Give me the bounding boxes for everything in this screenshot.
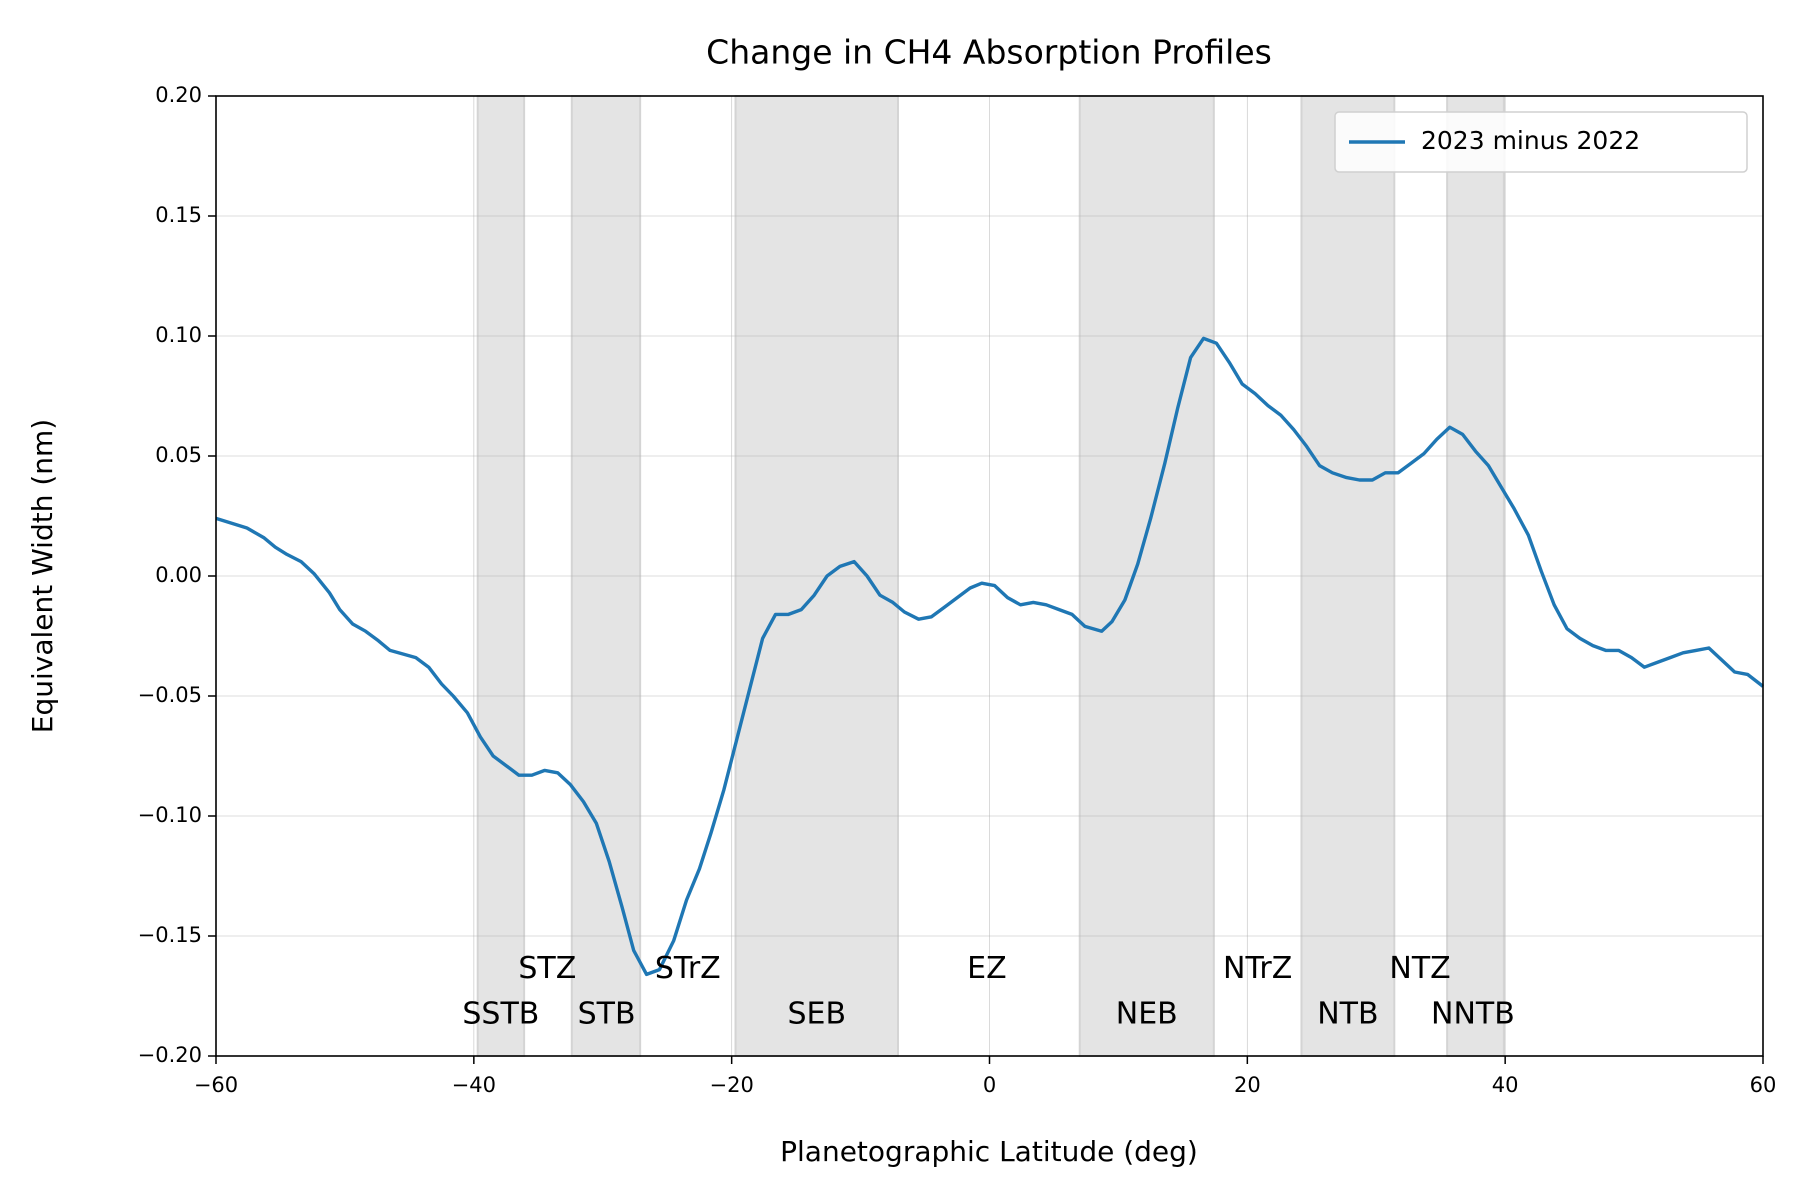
zone-label: NNTB [1431,997,1515,1032]
zone-label: SEB [787,997,846,1032]
y-tick-label: 0.00 [155,563,202,587]
y-tick-label: −0.05 [138,683,202,707]
zone-label: NTrZ [1223,951,1292,986]
y-tick-label: −0.20 [138,1043,202,1067]
zone-label: STrZ [655,951,721,986]
x-tick-label: 40 [1492,1073,1519,1097]
zone-label: SSTB [462,997,539,1032]
zone-label: NEB [1116,997,1178,1032]
legend-box [1334,111,1748,173]
y-tick-label: 0.10 [155,323,202,347]
x-tick-label: 0 [983,1073,996,1097]
x-tick-label: 20 [1234,1073,1261,1097]
x-tick-label: −60 [194,1073,238,1097]
x-tick-label: −40 [452,1073,496,1097]
x-tick-label: 60 [1750,1073,1777,1097]
y-tick-label: −0.10 [138,803,202,827]
zone-label: NTB [1317,997,1378,1032]
zone-label: STZ [518,951,576,986]
y-tick-label: 0.15 [155,203,202,227]
plot-frame [215,95,1764,1057]
legend-label: 2023 minus 2022 [1421,126,1640,155]
data-line [215,336,1765,977]
zone-label: NTZ [1389,951,1450,986]
chart-title: Change in CH4 Absorption Profiles [706,33,1272,72]
y-tick-label: 0.20 [155,83,202,107]
x-axis-label: Planetographic Latitude (deg) [780,1135,1198,1168]
zone-label: EZ [967,951,1007,986]
zone-label: STB [578,997,636,1032]
x-tick-label: −20 [710,1073,754,1097]
y-tick-label: −0.15 [138,923,202,947]
y-axis-label: Equivalent Width (nm) [26,419,59,733]
y-tick-label: 0.05 [155,443,202,467]
